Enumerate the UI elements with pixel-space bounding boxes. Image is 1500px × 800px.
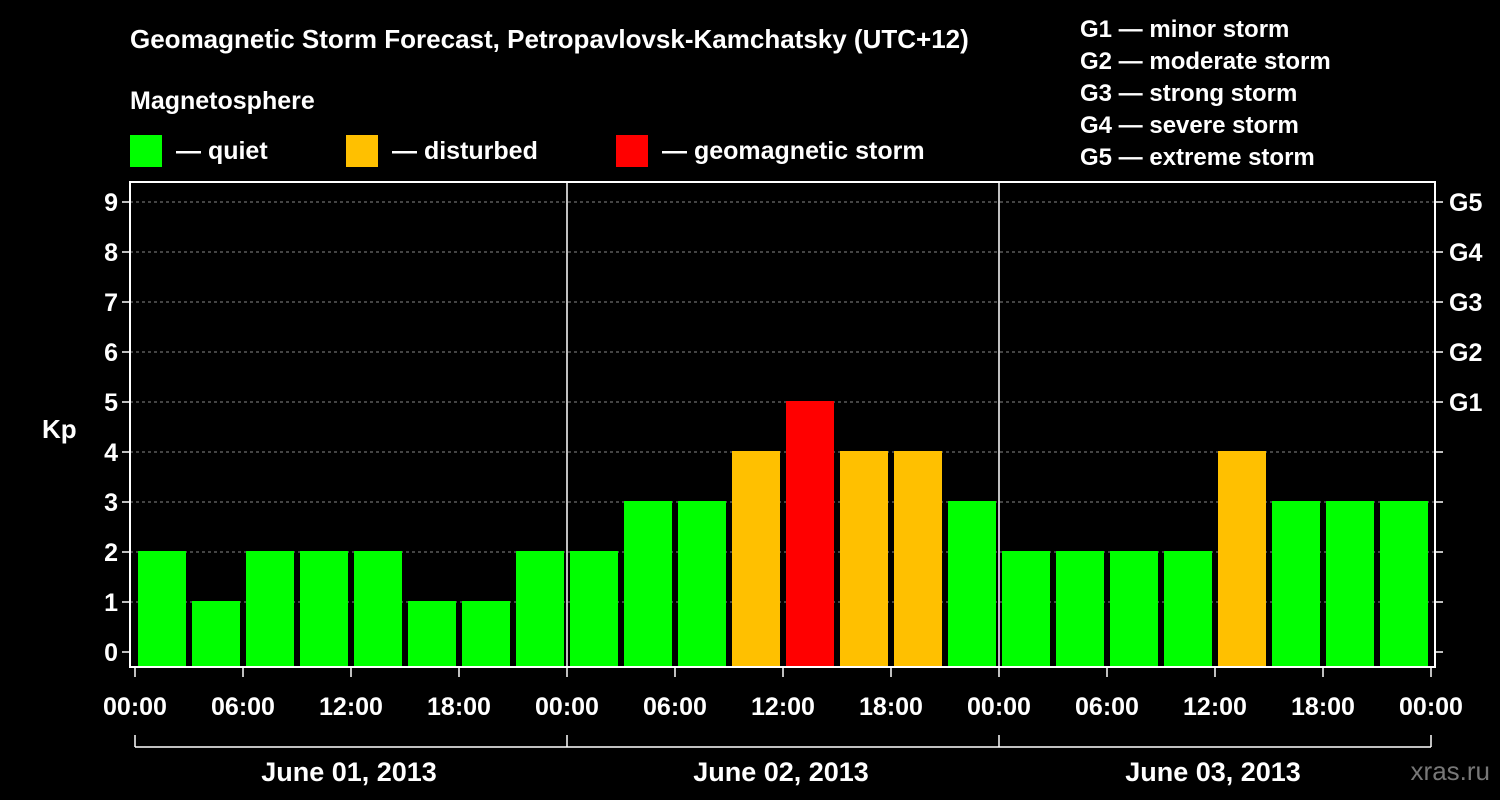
x-tick-label: 18:00: [1291, 693, 1355, 721]
legend-item-storm: — geomagnetic storm: [616, 135, 925, 167]
chart-bars: [138, 401, 1428, 667]
day-label: June 03, 2013: [1125, 757, 1301, 787]
bar-kp: [732, 451, 780, 667]
y-tick-label: 2: [104, 539, 118, 567]
g-scale-label: G2: [1449, 339, 1482, 367]
bar-kp: [1326, 501, 1374, 667]
bar-kp: [462, 601, 510, 667]
legend-swatch-quiet: [130, 135, 162, 167]
bar-kp: [1272, 501, 1320, 667]
x-tick-label: 00:00: [967, 693, 1031, 721]
bar-kp: [570, 551, 618, 667]
bar-kp: [1002, 551, 1050, 667]
legend-label-storm: — geomagnetic storm: [662, 136, 925, 165]
g-scale-label: G4: [1449, 239, 1482, 267]
y-tick-label: 9: [104, 189, 118, 217]
day-label: June 01, 2013: [261, 757, 437, 787]
storm-scale-g2: G2 — moderate storm: [1080, 48, 1331, 75]
legend-item-quiet: — quiet: [130, 135, 268, 167]
bar-kp: [786, 401, 834, 667]
y-tick-label: 6: [104, 339, 118, 367]
storm-scale-g5: G5 — extreme storm: [1080, 144, 1315, 171]
legend-item-disturbed: — disturbed: [346, 135, 538, 167]
bar-kp: [1218, 451, 1266, 667]
bar-kp: [1380, 501, 1428, 667]
x-tick-label: 18:00: [427, 693, 491, 721]
storm-scale-g4: G4 — severe storm: [1080, 112, 1299, 139]
bar-kp: [246, 551, 294, 667]
bar-kp: [192, 601, 240, 667]
legend-swatch-storm: [616, 135, 648, 167]
x-tick-label: 18:00: [859, 693, 923, 721]
bar-kp: [840, 451, 888, 667]
g-scale-label: G5: [1449, 189, 1482, 217]
x-tick-label: 00:00: [1399, 693, 1463, 721]
y-tick-label: 0: [104, 639, 118, 667]
x-tick-label: 06:00: [1075, 693, 1139, 721]
storm-scale-g1: G1 — minor storm: [1080, 16, 1290, 43]
bar-kp: [678, 501, 726, 667]
bar-kp: [948, 501, 996, 667]
bar-kp: [1056, 551, 1104, 667]
storm-scale-list: G1 — minor storm G2 — moderate storm G3 …: [1080, 14, 1331, 174]
x-tick-label: 00:00: [103, 693, 167, 721]
y-tick-label: 8: [104, 239, 118, 267]
legend-swatch-disturbed: [346, 135, 378, 167]
chart-title: Geomagnetic Storm Forecast, Petropavlovs…: [130, 24, 969, 54]
watermark: xras.ru: [1410, 756, 1490, 786]
x-tick-label: 12:00: [1183, 693, 1247, 721]
y-tick-label: 5: [104, 389, 118, 417]
x-tick-label: 06:00: [643, 693, 707, 721]
day-label: June 02, 2013: [693, 757, 869, 787]
y-tick-label: 7: [104, 289, 118, 317]
bar-kp: [1110, 551, 1158, 667]
bar-kp: [300, 551, 348, 667]
x-tick-label: 12:00: [319, 693, 383, 721]
y-axis-label: Kp: [42, 414, 77, 444]
storm-scale-g3: G3 — strong storm: [1080, 80, 1298, 107]
bar-kp: [354, 551, 402, 667]
y-tick-label: 4: [104, 439, 118, 467]
bar-kp: [624, 501, 672, 667]
chart-frame: [122, 181, 1443, 748]
y-tick-label: 3: [104, 489, 118, 517]
x-tick-label: 12:00: [751, 693, 815, 721]
y-tick-label: 1: [104, 589, 118, 617]
bar-kp: [516, 551, 564, 667]
bar-kp: [138, 551, 186, 667]
chart-labels: 0 1 2 3 4 5 6 7 8 9 G1 G2 G3 G4 G5 Kp 00:00 06:00 12:00 18:…: [42, 189, 1482, 787]
bar-kp: [894, 451, 942, 667]
x-tick-label: 00:00: [535, 693, 599, 721]
legend-heading: Magnetosphere: [130, 87, 315, 115]
g-scale-label: G3: [1449, 289, 1482, 317]
g-scale-label: G1: [1449, 389, 1482, 417]
x-tick-label: 06:00: [211, 693, 275, 721]
bar-kp: [1164, 551, 1212, 667]
legend-label-disturbed: — disturbed: [392, 136, 538, 165]
bar-kp: [408, 601, 456, 667]
legend-label-quiet: — quiet: [176, 136, 268, 165]
